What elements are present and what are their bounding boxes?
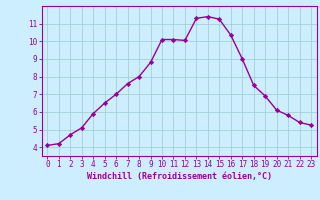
X-axis label: Windchill (Refroidissement éolien,°C): Windchill (Refroidissement éolien,°C)	[87, 172, 272, 181]
